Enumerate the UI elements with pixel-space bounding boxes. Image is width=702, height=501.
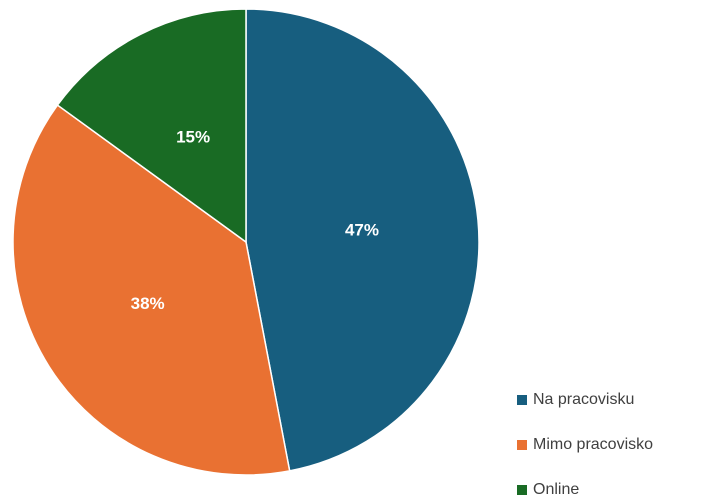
legend-label: Na pracovisku: [533, 391, 634, 408]
legend-label: Online: [533, 481, 579, 498]
data-label: 38%: [131, 294, 165, 313]
legend-swatch: [517, 485, 527, 495]
legend-label: Mimo pracovisko: [533, 436, 653, 453]
pie-slice: [12, 103, 291, 476]
data-label: 15%: [176, 128, 210, 147]
legend-swatch: [517, 395, 527, 405]
pie-slice: [56, 8, 247, 244]
data-label: 47%: [345, 221, 379, 240]
pie-slice: [245, 8, 480, 472]
legend-swatch: [517, 440, 527, 450]
